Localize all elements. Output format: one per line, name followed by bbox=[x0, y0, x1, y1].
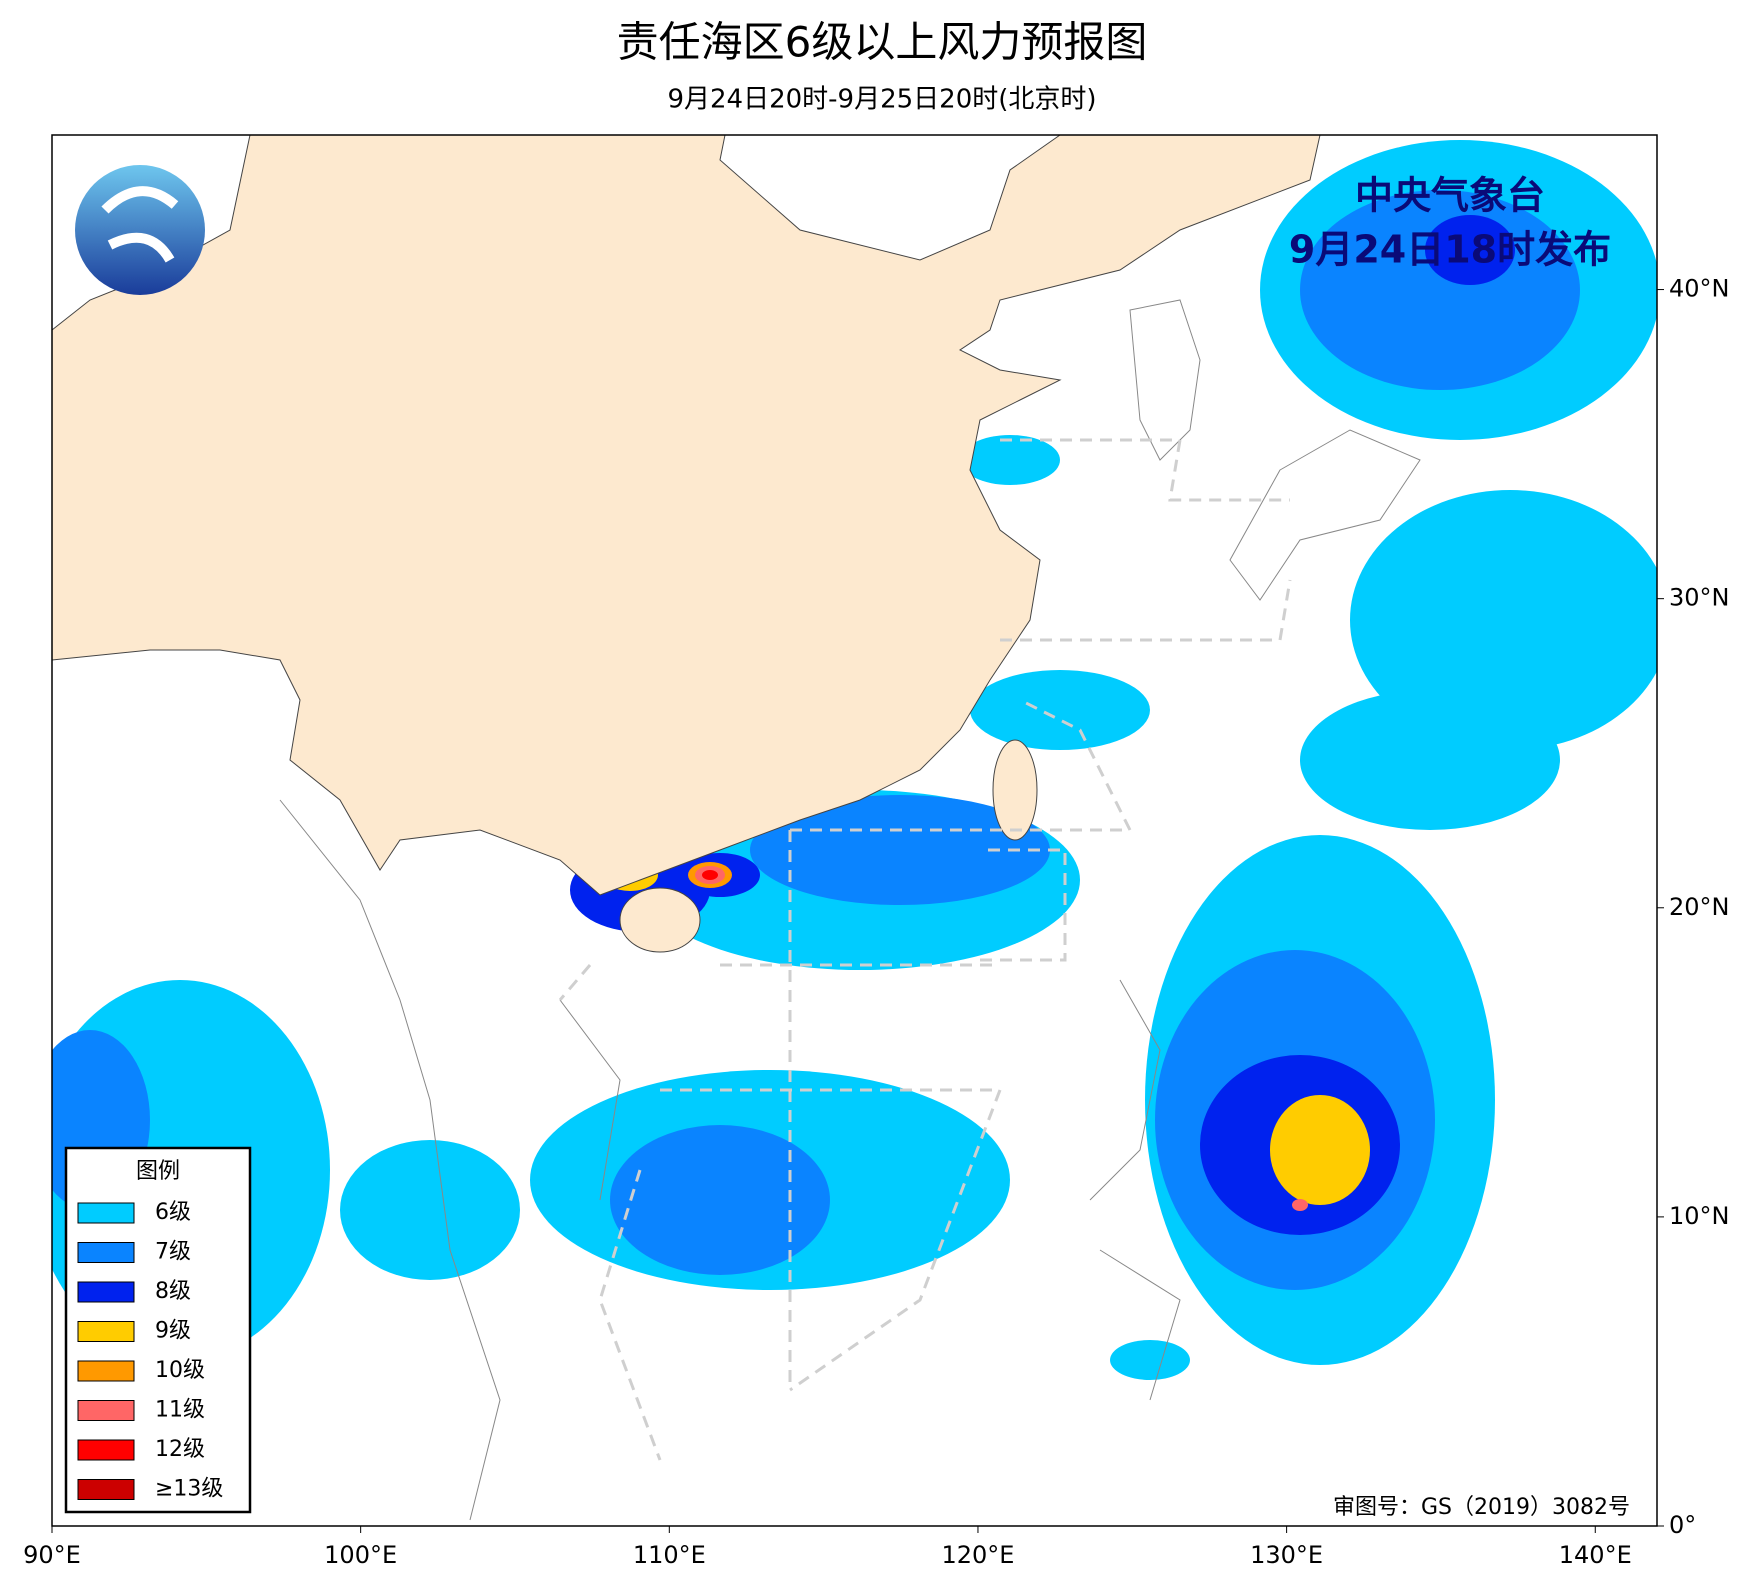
legend-label: ≥13级 bbox=[155, 1477, 223, 1502]
wind-layer bbox=[52, 140, 1657, 1380]
subtitle: 9月24日20时-9月25日20时(北京时) bbox=[667, 85, 1096, 115]
coastline bbox=[279, 299, 1421, 1521]
wind-area bbox=[1270, 1095, 1370, 1205]
x-tick-label: 110°E bbox=[633, 1541, 706, 1569]
legend-swatch bbox=[77, 1400, 135, 1421]
x-tick-label: 100°E bbox=[324, 1541, 397, 1569]
legend-label: 11级 bbox=[155, 1398, 205, 1423]
legend-swatch bbox=[77, 1439, 135, 1461]
legend-swatch bbox=[77, 1202, 135, 1224]
wind-area bbox=[1110, 1340, 1190, 1380]
land-layer bbox=[52, 135, 1421, 1521]
legend-label: 6级 bbox=[155, 1200, 191, 1225]
y-tick-label: 30°N bbox=[1669, 584, 1730, 612]
legend-label: 8级 bbox=[155, 1279, 191, 1304]
y-tick-label: 10°N bbox=[1669, 1202, 1730, 1230]
map-frame bbox=[51, 134, 1658, 1527]
legend-swatch bbox=[77, 1479, 135, 1500]
axes: 90°E 100°E 110°E 120°E 130°E 140°E 0° 10°N 20°N 3… bbox=[23, 275, 1729, 1569]
wind-area bbox=[1300, 190, 1580, 390]
wind-area bbox=[340, 1140, 520, 1280]
x-tick-label: 120°E bbox=[941, 1541, 1014, 1569]
wind-area bbox=[1300, 690, 1560, 830]
wind-area bbox=[970, 670, 1150, 750]
china-land bbox=[52, 135, 1321, 896]
legend-swatch bbox=[77, 1321, 135, 1342]
legend-swatch bbox=[77, 1242, 135, 1263]
taiwan bbox=[992, 739, 1038, 841]
wind-area bbox=[1425, 215, 1515, 285]
issuer-name: 中央气象台 bbox=[1355, 174, 1545, 218]
logo bbox=[75, 165, 205, 295]
sea-zone-boundary bbox=[558, 438, 1292, 1461]
legend-swatch bbox=[77, 1360, 135, 1382]
y-tick-label: 0° bbox=[1669, 1511, 1696, 1539]
legend-label: 10级 bbox=[155, 1358, 205, 1383]
wind-area bbox=[750, 795, 1050, 905]
legend-label: 9级 bbox=[155, 1319, 191, 1344]
wind-area bbox=[702, 870, 718, 880]
wind-area bbox=[1292, 1199, 1308, 1211]
approval-number: 审图号：GS（2019）3082号 bbox=[1333, 1495, 1630, 1520]
legend-title: 图例 bbox=[136, 1159, 180, 1184]
y-tick-label: 40°N bbox=[1669, 275, 1730, 303]
issue-time: 9月24日18时发布 bbox=[1289, 228, 1611, 272]
hainan bbox=[619, 887, 701, 953]
logo-circle bbox=[75, 165, 205, 295]
y-tick-label: 20°N bbox=[1669, 893, 1730, 921]
x-tick-label: 130°E bbox=[1250, 1541, 1323, 1569]
x-tick-label: 140°E bbox=[1559, 1541, 1632, 1569]
wind-area bbox=[1350, 490, 1657, 750]
wind-area bbox=[610, 1125, 830, 1275]
title: 责任海区6级以上风力预报图 bbox=[617, 18, 1148, 67]
logo-mark bbox=[101, 186, 179, 263]
legend-swatch bbox=[77, 1281, 135, 1303]
legend-label: 12级 bbox=[155, 1437, 205, 1462]
legend-label: 7级 bbox=[155, 1240, 191, 1265]
x-tick-label: 90°E bbox=[23, 1541, 81, 1569]
legend: 图例 6级 7级 8级 9级 10级 11级 12级 ≥13级 bbox=[64, 1146, 252, 1514]
wind-area bbox=[960, 435, 1060, 485]
